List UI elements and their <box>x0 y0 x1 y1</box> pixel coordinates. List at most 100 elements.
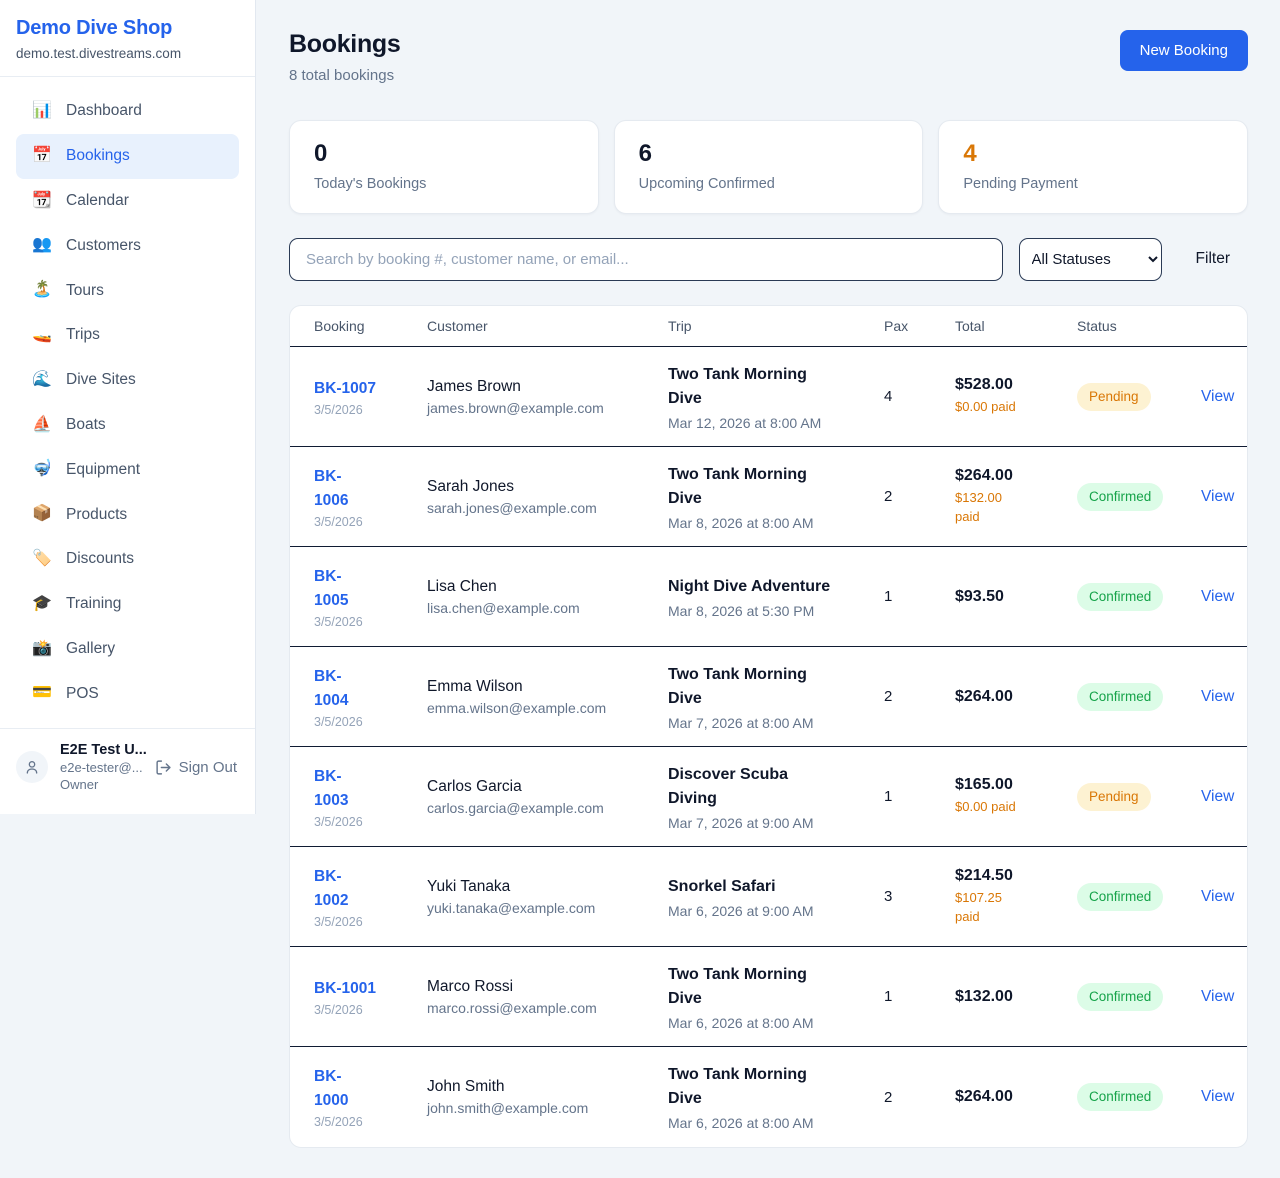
table-row: BK- 1006 3/5/2026 Sarah Jones sarah.jones@e… <box>290 446 1247 547</box>
sidebar-item-trips[interactable]: 🚤 Trips <box>16 313 239 358</box>
status-badge: Confirmed <box>1077 582 1164 611</box>
sidebar-item-gallery[interactable]: 📸 Gallery <box>16 627 239 672</box>
status-filter-select[interactable]: All Statuses <box>1018 237 1162 281</box>
booking-link[interactable]: BK-1007 <box>314 379 377 397</box>
sailboat-icon: ⛵ <box>32 415 52 433</box>
column-header-trip: Trip <box>668 318 692 335</box>
table-head: Booking Customer Trip Pax Total Status <box>290 306 1247 347</box>
booking-cell: BK- 1000 3/5/2026 <box>290 1047 403 1147</box>
bar-chart-icon: 📊 <box>32 102 52 119</box>
column-header-total: Total <box>955 318 985 335</box>
sidebar-item-training[interactable]: 🎓 Training <box>16 582 239 627</box>
view-link[interactable]: View <box>1201 687 1235 705</box>
trip-datetime: Mar 7, 2026 at 9:00 AM <box>668 814 814 831</box>
search-input[interactable] <box>289 237 1003 281</box>
table-row: BK-1001 3/5/2026 Marco Rossi marco.rossi@ex… <box>290 946 1247 1047</box>
sidebar-item-discounts[interactable]: 🏷️ Discounts <box>16 537 239 582</box>
paid-amount: $132.00 paid <box>955 489 1002 524</box>
view-link[interactable]: View <box>1201 387 1235 405</box>
total-cell: $264.00 $132.00 paid <box>931 447 1053 547</box>
sidebar-item-label: Dive Sites <box>66 371 136 389</box>
booking-link[interactable]: BK- 1003 <box>314 767 349 809</box>
trip-datetime: Mar 6, 2026 at 8:00 AM <box>668 1115 814 1132</box>
page-header-text: Bookings 8 total bookings <box>289 30 401 84</box>
column-header-actions <box>1177 306 1247 347</box>
status-cell: Confirmed <box>1053 447 1177 547</box>
booking-link[interactable]: BK- 1006 <box>314 467 349 509</box>
pax-cell: 2 <box>860 647 931 747</box>
status-badge: Pending <box>1077 382 1151 411</box>
sidebar-item-label: Training <box>66 595 122 613</box>
stat-card: 6 Upcoming Confirmed <box>613 120 924 214</box>
new-booking-button[interactable]: New Booking <box>1119 30 1248 71</box>
sidebar-item-dashboard[interactable]: 📊 Dashboard <box>16 89 239 134</box>
booking-link[interactable]: BK- 1004 <box>314 667 349 709</box>
stat-label: Upcoming Confirmed <box>638 175 775 192</box>
filter-button[interactable]: Filter <box>1178 250 1248 268</box>
customer-email: yuki.tanaka@example.com <box>427 899 596 916</box>
sidebar-item-products[interactable]: 📦 Products <box>16 492 239 537</box>
camera-icon: 📸 <box>32 639 52 657</box>
sidebar-item-label: POS <box>66 684 99 702</box>
trip-datetime: Mar 12, 2026 at 8:00 AM <box>668 414 822 431</box>
view-link[interactable]: View <box>1201 587 1235 605</box>
booking-cell: BK- 1003 3/5/2026 <box>290 747 403 847</box>
stats-row: 0 Today's Bookings 6 Upcoming Confirmed 4 Pen… <box>289 120 1248 214</box>
status-badge: Confirmed <box>1077 682 1164 711</box>
total-cell: $528.00 $0.00 paid <box>931 347 1053 447</box>
sidebar-item-boats[interactable]: ⛵ Boats <box>16 403 239 448</box>
booking-link[interactable]: BK- 1002 <box>314 867 349 909</box>
customer-name: Yuki Tanaka <box>427 877 511 895</box>
view-link[interactable]: View <box>1201 487 1235 505</box>
view-link[interactable]: View <box>1201 787 1235 805</box>
view-link[interactable]: View <box>1201 887 1235 905</box>
sidebar-item-tours[interactable]: 🏝️ Tours <box>16 268 239 313</box>
stat-value: 0 <box>314 140 328 167</box>
page-header: Bookings 8 total bookings New Booking <box>289 30 1248 84</box>
customer-name: Marco Rossi <box>427 977 514 995</box>
booking-link[interactable]: BK- 1005 <box>314 567 349 609</box>
pax-value: 2 <box>884 688 893 706</box>
total-amount: $93.50 <box>955 587 1004 605</box>
booking-link[interactable]: BK-1001 <box>314 979 377 997</box>
trip-cell: Two Tank Morning Dive Mar 6, 2026 at 8:00… <box>644 1047 860 1147</box>
pax-cell: 3 <box>860 847 931 947</box>
sidebar-item-equipment[interactable]: 🤿 Equipment <box>16 447 239 492</box>
trip-cell: Two Tank Morning Dive Mar 6, 2026 at 8:00… <box>644 947 860 1047</box>
customer-cell: John Smith john.smith@example.com <box>403 1047 644 1147</box>
sidebar-item-pos[interactable]: 💳 POS <box>16 671 239 716</box>
booking-link[interactable]: BK- 1000 <box>314 1068 349 1110</box>
booking-date: 3/5/2026 <box>314 714 363 729</box>
sidebar-item-dive-sites[interactable]: 🌊 Dive Sites <box>16 358 239 403</box>
sidebar-item-label: Customers <box>66 236 141 254</box>
total-cell: $264.00 <box>931 647 1053 747</box>
sign-out-button[interactable]: Sign Out <box>155 759 239 776</box>
sign-out-label: Sign Out <box>178 758 237 776</box>
booking-date: 3/5/2026 <box>314 1002 363 1017</box>
sidebar-item-label: Tours <box>66 281 104 299</box>
main-content: Bookings 8 total bookings New Booking 0 T… <box>257 0 1280 1178</box>
trip-name: Two Tank Morning Dive <box>668 1066 807 1108</box>
view-link[interactable]: View <box>1201 1088 1235 1106</box>
pax-value: 1 <box>884 788 893 806</box>
trip-cell: Snorkel Safari Mar 6, 2026 at 9:00 AM <box>644 847 860 947</box>
trip-name: Snorkel Safari <box>668 877 776 895</box>
total-cell: $165.00 $0.00 paid <box>931 747 1053 847</box>
status-badge: Confirmed <box>1077 482 1164 511</box>
user-name: E2E Test U... <box>60 742 147 759</box>
pax-value: 1 <box>884 588 893 606</box>
sidebar-item-bookings[interactable]: 📅 Bookings <box>16 133 239 179</box>
sidebar-item-calendar[interactable]: 📆 Calendar <box>16 179 239 224</box>
sidebar-item-customers[interactable]: 👥 Customers <box>16 223 239 268</box>
total-amount: $214.50 <box>955 866 1013 884</box>
view-link[interactable]: View <box>1201 987 1235 1005</box>
sidebar-item-label: Dashboard <box>66 102 142 120</box>
user-section: E2E Test U... e2e-tester@... Owner Sign … <box>0 729 255 808</box>
booking-cell: BK- 1005 3/5/2026 <box>290 547 403 647</box>
action-cell: View <box>1177 347 1247 447</box>
stat-value: 6 <box>638 140 653 167</box>
stat-label: Today's Bookings <box>314 175 427 192</box>
sidebar-item-label: Boats <box>66 415 106 433</box>
customer-email: carlos.garcia@example.com <box>427 799 604 816</box>
table-row: BK- 1000 3/5/2026 John Smith john.smith@exa… <box>290 1046 1247 1147</box>
